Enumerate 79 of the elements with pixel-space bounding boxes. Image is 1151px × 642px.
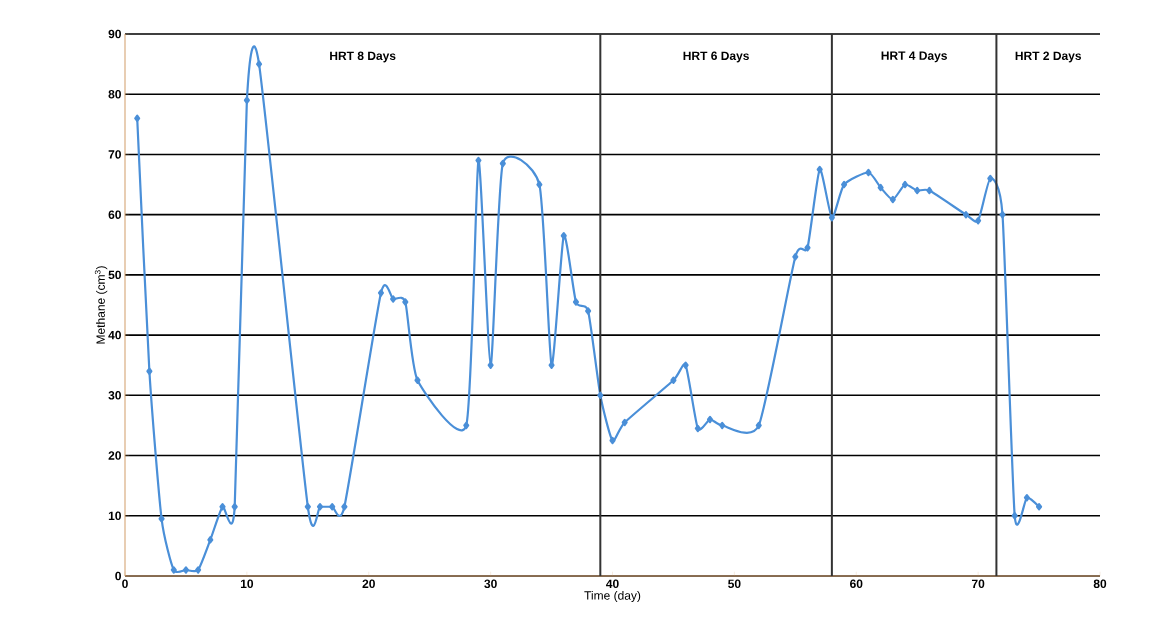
annotation: HRT 2 Days	[1015, 51, 1082, 63]
x-tick-label: 70	[971, 579, 985, 589]
y-tick-label: 30	[108, 391, 121, 400]
x-tick-label: 0	[122, 579, 128, 589]
annotation: HRT 8 Days	[330, 51, 396, 63]
point	[329, 503, 336, 511]
x-tick-label: 60	[850, 579, 863, 589]
point	[134, 114, 141, 122]
point	[889, 195, 896, 204]
y-tick-label: 50	[108, 270, 121, 280]
point	[560, 232, 567, 240]
point	[962, 210, 969, 219]
point	[377, 289, 384, 297]
point	[914, 186, 921, 195]
point	[499, 159, 506, 168]
point	[158, 515, 165, 523]
point	[341, 503, 348, 511]
point	[1011, 512, 1018, 520]
x-tick-label: 50	[728, 579, 741, 589]
x-tick-label: 80	[1093, 579, 1107, 589]
point	[706, 415, 714, 424]
point	[877, 183, 884, 192]
y-tick-label: 0	[115, 571, 121, 581]
y-tick-label: 60	[108, 210, 121, 219]
point	[841, 180, 848, 189]
point	[304, 503, 311, 511]
point	[572, 298, 579, 306]
point	[182, 566, 189, 574]
y-axis-title: Methane (cm$^{3}$)	[94, 266, 108, 344]
y-tick-label: 90	[108, 29, 121, 39]
point	[999, 210, 1006, 219]
y-tick-label: 10	[108, 511, 121, 520]
point	[755, 421, 762, 430]
point	[316, 503, 324, 511]
point	[548, 361, 555, 369]
point	[670, 376, 677, 384]
point	[146, 367, 153, 375]
point	[901, 180, 909, 189]
point	[170, 566, 177, 574]
point	[243, 96, 250, 104]
point	[414, 376, 421, 384]
point	[487, 361, 494, 369]
point	[816, 165, 823, 174]
y-tick-label: 20	[108, 451, 121, 460]
point	[682, 361, 689, 369]
y-tick-label: 80	[108, 89, 121, 99]
annotation: HRT 4 Days	[881, 51, 947, 63]
point	[828, 213, 835, 222]
point	[219, 503, 226, 511]
point	[231, 503, 238, 511]
point	[792, 253, 799, 261]
point	[694, 424, 701, 433]
x-tick-label: 10	[240, 579, 254, 589]
point	[609, 436, 616, 445]
point	[804, 244, 811, 252]
point	[865, 168, 872, 177]
point	[207, 536, 214, 544]
point	[1036, 503, 1043, 511]
point	[195, 566, 202, 574]
point	[1023, 494, 1030, 502]
point	[597, 391, 604, 400]
point	[463, 421, 470, 430]
annotation: HRT 6 Days	[683, 51, 749, 63]
point	[390, 295, 397, 303]
y-tick-label: 70	[108, 150, 121, 159]
point	[975, 216, 982, 225]
point	[719, 421, 726, 430]
y-tick-label: 40	[108, 330, 121, 340]
point	[585, 307, 592, 315]
point	[536, 180, 543, 189]
point	[987, 174, 994, 183]
x-tick-label: 20	[362, 579, 375, 589]
x-tick-label: 40	[606, 579, 619, 589]
x-axis-title: Time (day)	[584, 590, 641, 603]
x-tick-label: 30	[484, 579, 497, 589]
point	[402, 298, 409, 306]
point	[621, 418, 628, 427]
point	[926, 186, 933, 195]
point	[256, 60, 263, 68]
